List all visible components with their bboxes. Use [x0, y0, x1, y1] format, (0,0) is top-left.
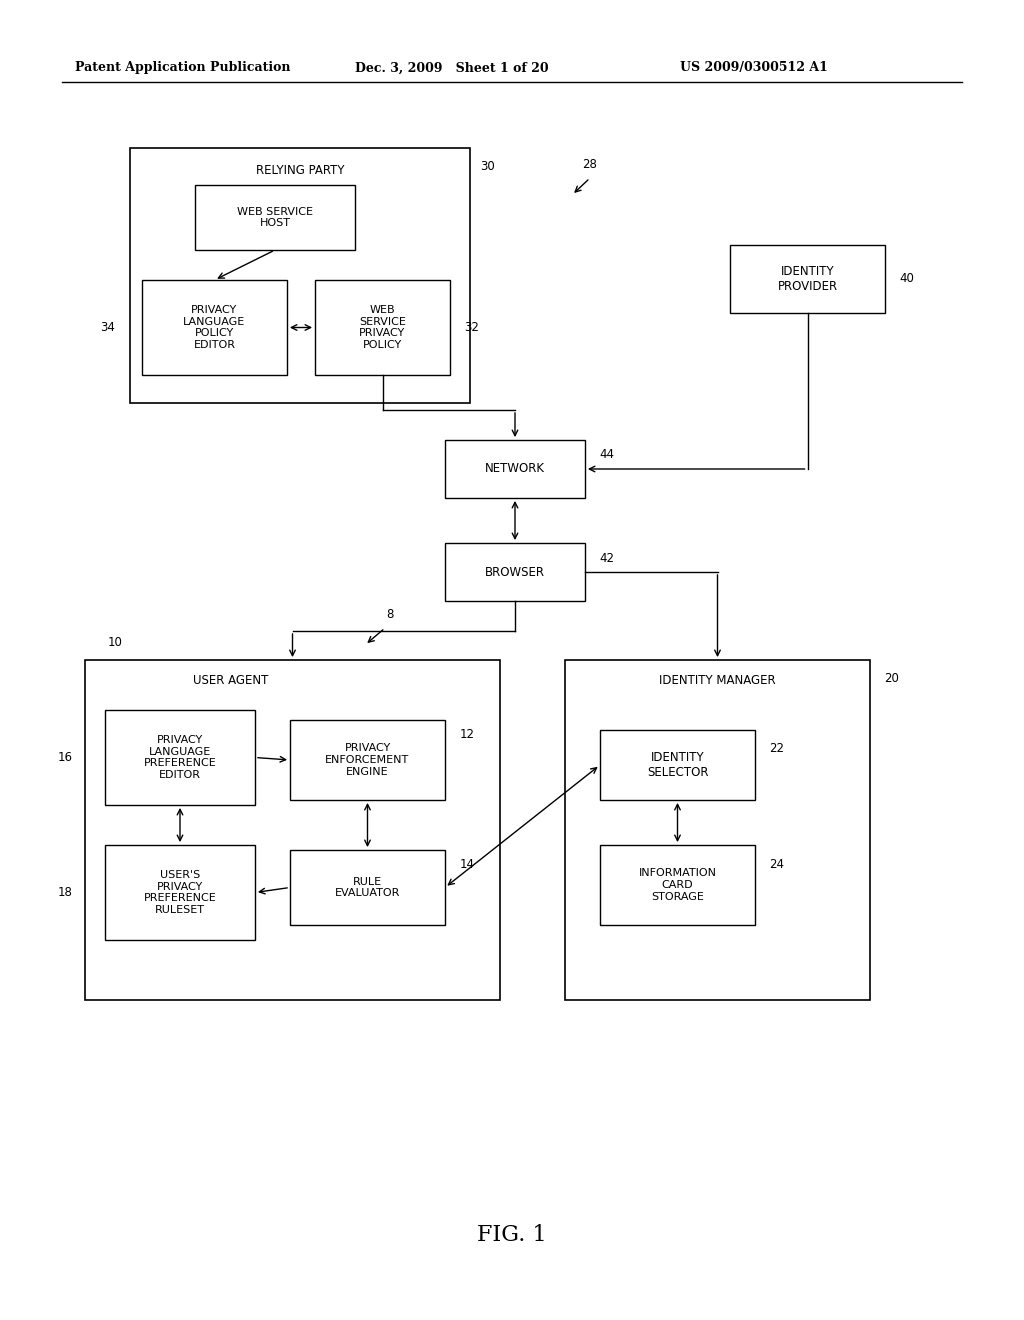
Text: IDENTITY
PROVIDER: IDENTITY PROVIDER	[777, 265, 838, 293]
Bar	[290, 719, 445, 800]
Text: BROWSER: BROWSER	[485, 565, 545, 578]
Text: Dec. 3, 2009   Sheet 1 of 20: Dec. 3, 2009 Sheet 1 of 20	[355, 62, 549, 74]
Bar	[600, 845, 755, 925]
Text: NETWORK: NETWORK	[485, 462, 545, 475]
Bar	[565, 660, 870, 1001]
Bar	[85, 660, 500, 1001]
Bar	[730, 246, 885, 313]
Text: PRIVACY
LANGUAGE
PREFERENCE
EDITOR: PRIVACY LANGUAGE PREFERENCE EDITOR	[143, 735, 216, 780]
Text: IDENTITY MANAGER: IDENTITY MANAGER	[659, 673, 776, 686]
Text: 44: 44	[599, 449, 614, 462]
Bar	[445, 440, 585, 498]
Bar	[290, 850, 445, 925]
Bar	[105, 710, 255, 805]
Bar	[600, 730, 755, 800]
Text: 22: 22	[769, 742, 784, 755]
Text: 20: 20	[885, 672, 899, 685]
Text: IDENTITY
SELECTOR: IDENTITY SELECTOR	[647, 751, 709, 779]
Text: 30: 30	[480, 160, 496, 173]
Text: 12: 12	[460, 729, 474, 742]
Bar	[130, 148, 470, 403]
Text: 18: 18	[57, 886, 73, 899]
Bar	[105, 845, 255, 940]
Text: 10: 10	[108, 635, 123, 648]
Text: 42: 42	[599, 552, 614, 565]
Text: USER'S
PRIVACY
PREFERENCE
RULESET: USER'S PRIVACY PREFERENCE RULESET	[143, 870, 216, 915]
Text: PRIVACY
LANGUAGE
POLICY
EDITOR: PRIVACY LANGUAGE POLICY EDITOR	[183, 305, 246, 350]
Text: US 2009/0300512 A1: US 2009/0300512 A1	[680, 62, 827, 74]
Text: 8: 8	[386, 609, 393, 622]
Text: 32: 32	[465, 321, 479, 334]
Text: RULE
EVALUATOR: RULE EVALUATOR	[335, 876, 400, 899]
Text: PRIVACY
ENFORCEMENT
ENGINE: PRIVACY ENFORCEMENT ENGINE	[326, 743, 410, 776]
Text: 28: 28	[583, 158, 597, 172]
Text: WEB SERVICE
HOST: WEB SERVICE HOST	[237, 207, 313, 228]
Text: WEB
SERVICE
PRIVACY
POLICY: WEB SERVICE PRIVACY POLICY	[359, 305, 406, 350]
Bar	[445, 543, 585, 601]
Text: Patent Application Publication: Patent Application Publication	[75, 62, 291, 74]
Text: 16: 16	[57, 751, 73, 764]
Text: RELYING PARTY: RELYING PARTY	[256, 164, 344, 177]
Text: 34: 34	[100, 321, 116, 334]
Text: 40: 40	[899, 272, 914, 285]
Text: 24: 24	[769, 858, 784, 871]
Text: USER AGENT: USER AGENT	[193, 673, 268, 686]
Bar	[315, 280, 450, 375]
Bar	[142, 280, 287, 375]
Bar	[195, 185, 355, 249]
Text: 14: 14	[460, 858, 474, 871]
Text: FIG. 1: FIG. 1	[477, 1224, 547, 1246]
Text: INFORMATION
CARD
STORAGE: INFORMATION CARD STORAGE	[639, 869, 717, 902]
